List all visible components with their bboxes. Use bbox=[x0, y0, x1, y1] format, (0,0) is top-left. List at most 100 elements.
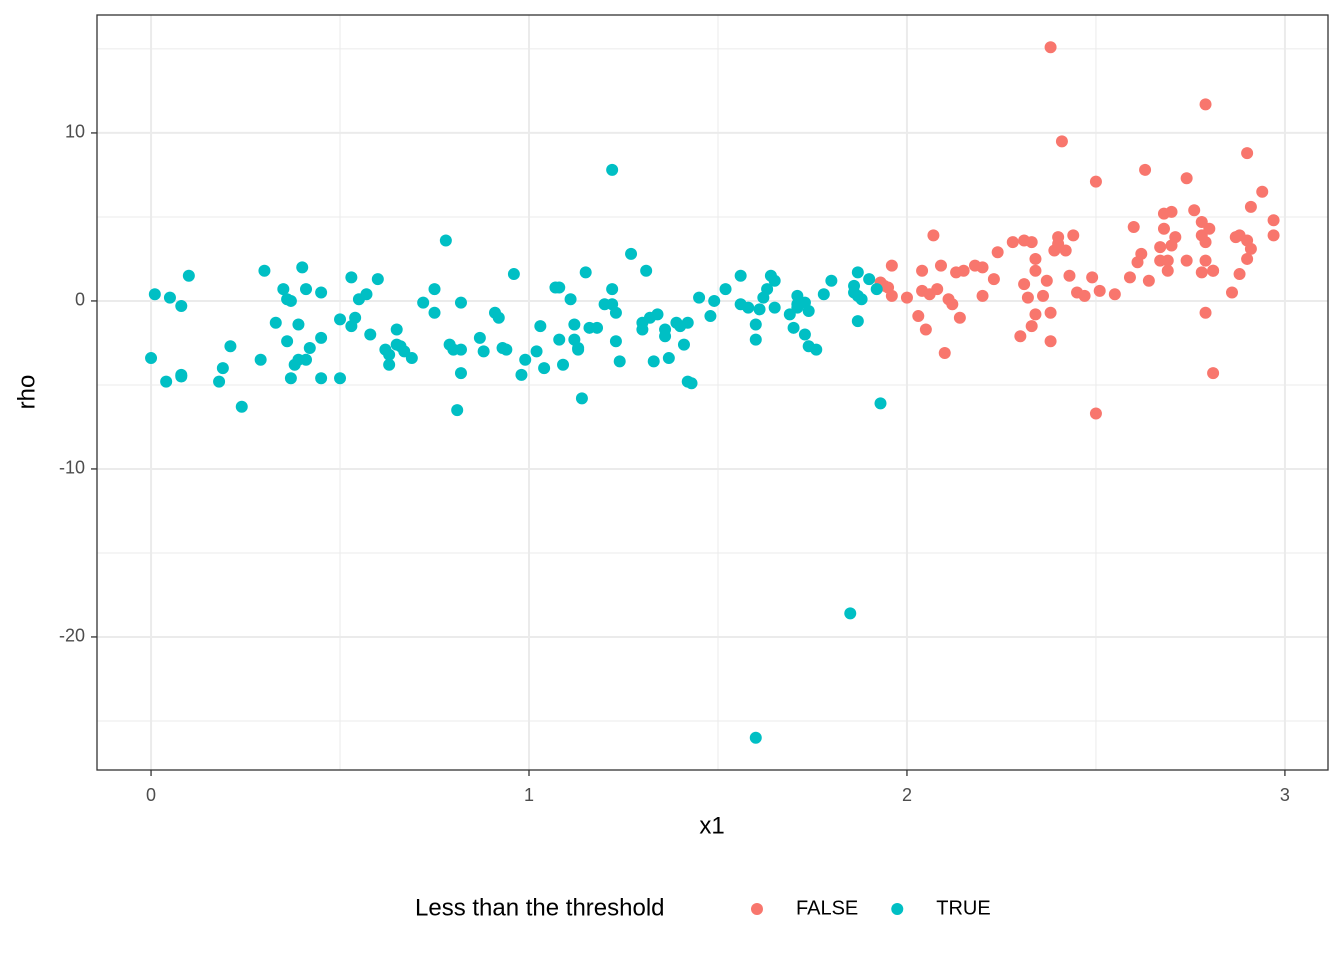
point bbox=[1241, 147, 1254, 160]
point bbox=[953, 311, 966, 324]
point bbox=[606, 163, 619, 176]
point bbox=[844, 607, 857, 620]
point bbox=[742, 301, 755, 314]
point bbox=[477, 345, 490, 358]
points bbox=[145, 41, 1280, 744]
point bbox=[885, 289, 898, 302]
point bbox=[1037, 289, 1050, 302]
point bbox=[519, 353, 532, 366]
point bbox=[1018, 278, 1031, 291]
point bbox=[1021, 291, 1034, 304]
point bbox=[1123, 271, 1136, 284]
point bbox=[364, 328, 377, 341]
point bbox=[284, 372, 297, 385]
point bbox=[284, 294, 297, 307]
point bbox=[991, 246, 1004, 259]
point bbox=[538, 362, 551, 375]
point bbox=[1093, 284, 1106, 297]
point bbox=[349, 311, 362, 324]
point bbox=[749, 318, 762, 331]
point bbox=[659, 330, 672, 343]
point bbox=[753, 303, 766, 316]
point bbox=[451, 404, 464, 417]
point bbox=[371, 273, 384, 286]
panel-border bbox=[96, 14, 1329, 771]
point bbox=[957, 264, 970, 277]
point bbox=[685, 377, 698, 390]
point bbox=[1059, 244, 1072, 257]
point bbox=[768, 274, 781, 287]
point bbox=[1154, 241, 1167, 254]
point bbox=[976, 289, 989, 302]
point bbox=[277, 283, 290, 296]
point bbox=[303, 341, 316, 354]
point bbox=[787, 321, 800, 334]
point bbox=[564, 293, 577, 306]
point bbox=[315, 372, 328, 385]
point bbox=[216, 362, 229, 375]
point bbox=[916, 264, 929, 277]
point bbox=[315, 286, 328, 299]
point bbox=[1044, 41, 1057, 54]
x-tick-label: 1 bbox=[524, 785, 534, 805]
point bbox=[912, 310, 925, 323]
y-tick-label: 10 bbox=[65, 122, 85, 142]
point bbox=[553, 281, 566, 294]
point bbox=[1207, 264, 1220, 277]
point bbox=[1195, 266, 1208, 279]
point bbox=[1180, 172, 1193, 185]
y-tick-label: 0 bbox=[75, 290, 85, 310]
point bbox=[553, 333, 566, 346]
point bbox=[428, 306, 441, 319]
point bbox=[254, 353, 267, 366]
point bbox=[224, 340, 237, 353]
point bbox=[296, 261, 309, 274]
point bbox=[1055, 135, 1068, 148]
point bbox=[492, 311, 505, 324]
point bbox=[1127, 221, 1140, 234]
point bbox=[1199, 254, 1212, 267]
point bbox=[855, 293, 868, 306]
point bbox=[1180, 254, 1193, 267]
point bbox=[1006, 236, 1019, 249]
point bbox=[579, 266, 592, 279]
point bbox=[1161, 254, 1174, 267]
point bbox=[1052, 231, 1065, 244]
x-tick-label: 2 bbox=[902, 785, 912, 805]
point bbox=[473, 331, 486, 344]
point bbox=[1089, 407, 1102, 420]
point bbox=[1029, 264, 1042, 277]
point bbox=[281, 335, 294, 348]
point bbox=[1199, 98, 1212, 111]
point bbox=[825, 274, 838, 287]
point bbox=[1108, 288, 1121, 301]
point bbox=[1044, 335, 1057, 348]
point bbox=[802, 305, 815, 318]
point bbox=[182, 269, 195, 282]
point bbox=[704, 310, 717, 323]
legend-key bbox=[751, 903, 763, 915]
point bbox=[557, 358, 570, 371]
point bbox=[677, 338, 690, 351]
point bbox=[987, 273, 1000, 286]
point bbox=[1241, 252, 1254, 265]
point bbox=[934, 259, 947, 272]
point bbox=[1014, 330, 1027, 343]
point bbox=[719, 283, 732, 296]
point bbox=[334, 372, 347, 385]
point bbox=[851, 266, 864, 279]
point bbox=[900, 291, 913, 304]
point bbox=[213, 375, 226, 388]
point bbox=[591, 321, 604, 334]
point bbox=[360, 288, 373, 301]
point bbox=[734, 269, 747, 282]
point bbox=[609, 306, 622, 319]
point bbox=[1025, 236, 1038, 249]
point bbox=[761, 283, 774, 296]
point bbox=[454, 296, 467, 309]
point bbox=[625, 247, 638, 260]
point bbox=[1233, 268, 1246, 281]
legend-title: Less than the threshold bbox=[415, 894, 665, 921]
